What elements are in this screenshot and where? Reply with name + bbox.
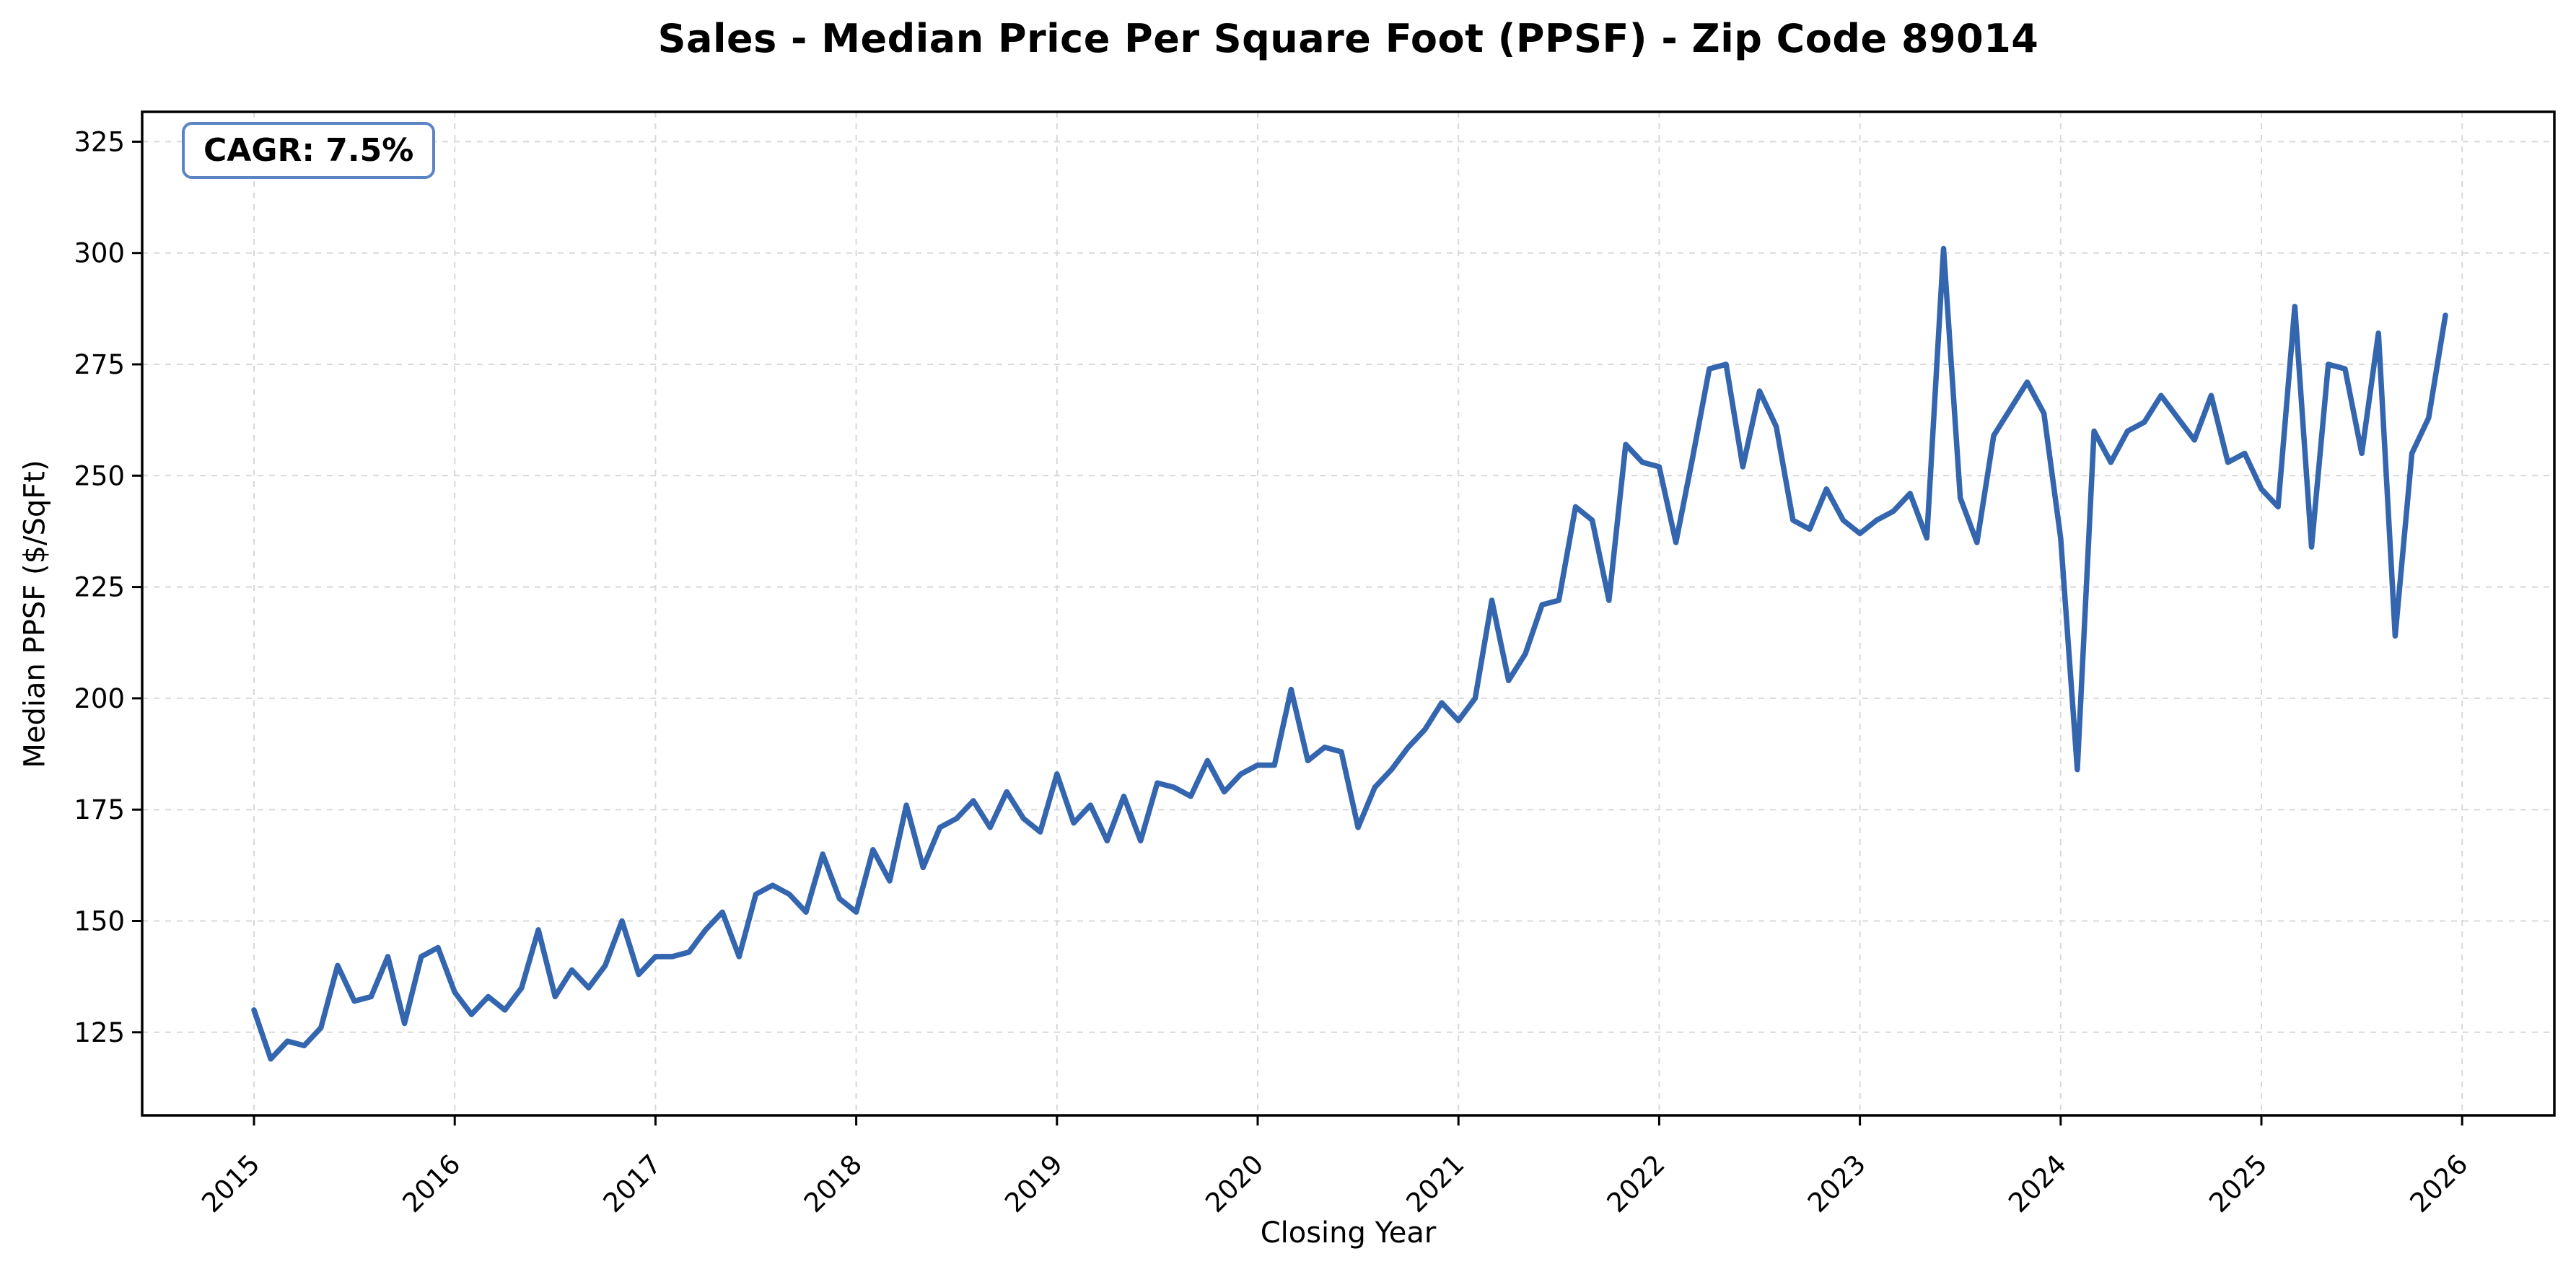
x-tick-label: 2025: [2203, 1149, 2273, 1219]
x-tick-label: 2017: [597, 1149, 667, 1219]
x-tick-label: 2023: [1802, 1149, 1872, 1219]
x-tick-label: 2015: [196, 1149, 266, 1219]
x-tick-label: 2019: [999, 1149, 1069, 1219]
x-tick-label: 2022: [1601, 1149, 1671, 1219]
y-tick-label: 225: [74, 572, 125, 603]
x-axis-label: Closing Year: [1260, 1216, 1437, 1250]
y-tick-label: 325: [74, 126, 125, 157]
y-axis-label: Median PPSF ($/SqFt): [10, 0, 61, 1227]
y-tick-label: 175: [74, 794, 125, 825]
x-tick-label: 2018: [798, 1149, 868, 1219]
price-line-series: [251, 245, 2448, 1062]
y-tick-label: 275: [74, 349, 125, 380]
x-tick-label: 2016: [397, 1149, 467, 1219]
chart-title: Sales - Median Price Per Square Foot (PP…: [657, 16, 2039, 61]
y-tick-label: 300: [74, 238, 125, 269]
cagr-annotation: CAGR: 7.5%: [182, 122, 436, 179]
x-tick-label: 2020: [1199, 1149, 1269, 1219]
y-tick-label: 200: [74, 683, 125, 714]
y-tick-label: 150: [74, 906, 125, 937]
x-tick-label: 2024: [2002, 1149, 2072, 1219]
y-tick-label: 125: [74, 1017, 125, 1048]
x-tick-label: 2026: [2404, 1149, 2474, 1219]
y-axis-label-text: Median PPSF ($/SqFt): [19, 459, 53, 768]
x-tick-label: 2021: [1401, 1149, 1471, 1219]
plot-border: [141, 110, 2556, 1117]
y-tick-label: 250: [74, 460, 125, 491]
